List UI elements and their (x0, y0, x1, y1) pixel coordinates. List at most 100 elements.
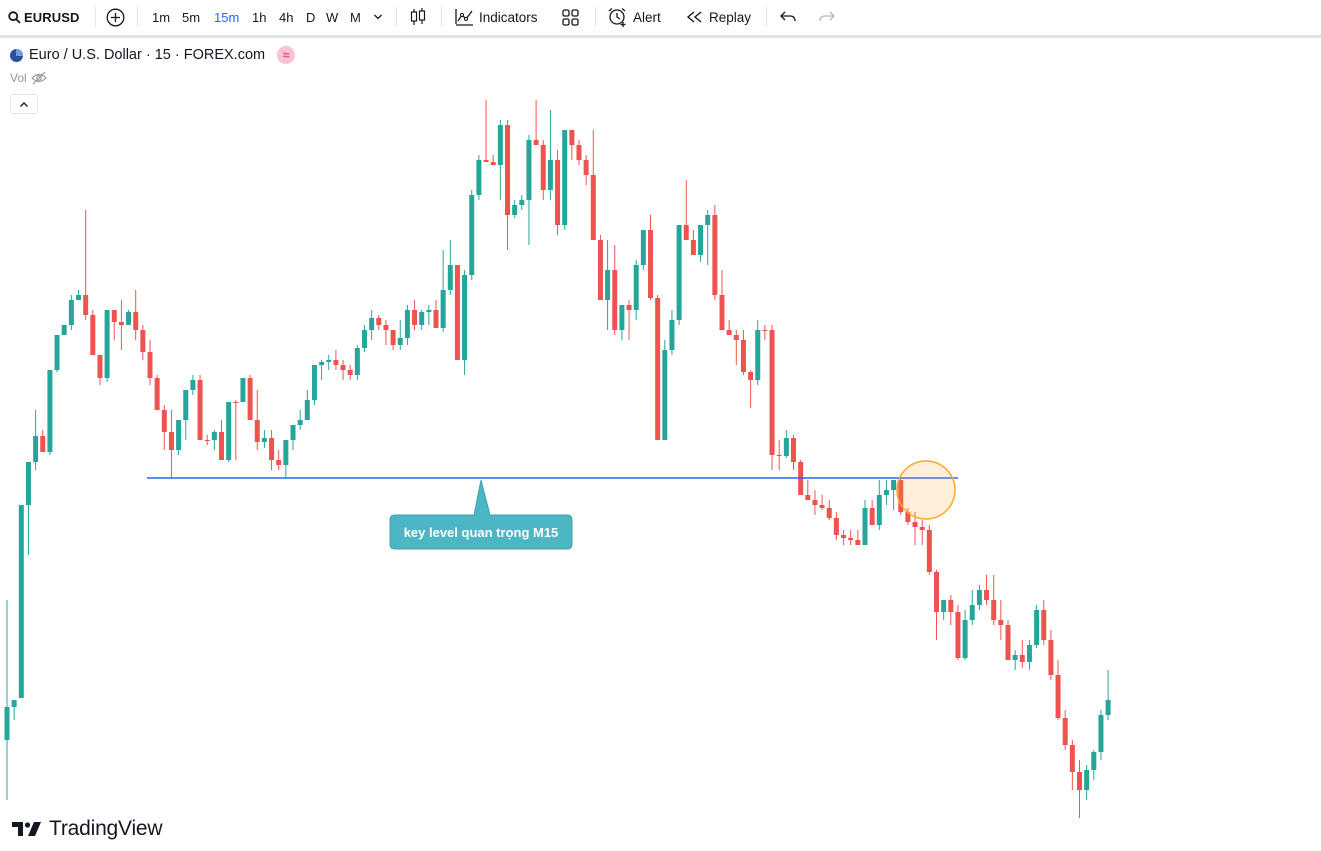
replay-button[interactable]: Replay (686, 0, 751, 34)
collapse-legend-button[interactable] (10, 94, 38, 114)
candle-down (1048, 640, 1054, 675)
candle-up (962, 620, 968, 658)
candle-up (462, 275, 468, 360)
candle-up (1105, 700, 1111, 715)
candle-down (254, 420, 260, 442)
interval-m[interactable]: M (350, 9, 361, 25)
grid-layout-icon (562, 8, 579, 26)
indicators-icon (455, 9, 473, 26)
redo-icon (819, 11, 835, 22)
candle-down (819, 505, 825, 508)
candle-up (876, 495, 882, 525)
tradingview-logo-icon (12, 822, 41, 836)
candle-down (533, 140, 539, 145)
candle-down (390, 330, 396, 345)
candle-down (233, 402, 239, 403)
breakout-highlight-circle[interactable] (896, 460, 956, 520)
interval-dropdown[interactable] (373, 0, 383, 34)
vol-label[interactable]: Vol (10, 71, 27, 85)
candle-down (726, 330, 732, 335)
candle-down (197, 380, 203, 440)
tradingview-wordmark: TradingView (49, 817, 163, 840)
tradingview-logo[interactable]: TradingView (12, 817, 163, 841)
candle-down (576, 145, 582, 160)
candle-down (926, 530, 932, 572)
rewind-icon (686, 11, 702, 23)
volume-indicator-row: Vol (10, 71, 47, 85)
indicators-button[interactable]: Indicators (455, 0, 538, 34)
callout-text: key level quan trọng M15 (404, 525, 559, 540)
interval-w[interactable]: W (326, 9, 339, 25)
candle-up (211, 432, 217, 440)
interval-15m[interactable]: 15m (214, 9, 240, 25)
eye-hidden-icon[interactable] (30, 71, 47, 85)
candle-down (219, 432, 224, 460)
candle-up (54, 335, 60, 370)
key-level-callout[interactable]: key level quan trọng M15 (389, 479, 573, 550)
candle-up (783, 438, 789, 456)
toolbar-divider (595, 7, 596, 27)
candle-up (526, 140, 532, 200)
candle-down (769, 330, 775, 455)
candle-down (140, 330, 146, 352)
interval-4h[interactable]: 4h (279, 9, 294, 25)
candle-up (862, 508, 868, 545)
candle-down (1005, 625, 1011, 660)
candle-up (104, 310, 110, 378)
candle-down (648, 230, 653, 298)
top-toolbar: EURUSD 1m 5m 15m 1h 4h D W M (0, 0, 1321, 34)
compare-add-button[interactable] (106, 0, 125, 34)
candle-up (941, 600, 947, 612)
legend-title[interactable]: Euro / U.S. Dollar · 15 · FOREX.com (29, 47, 266, 63)
candle-down (991, 600, 997, 620)
candle-down (1041, 610, 1047, 640)
candle-down (1062, 718, 1068, 745)
candle-up (304, 400, 310, 420)
candle-down (569, 130, 575, 145)
candle-down (118, 322, 124, 325)
candle-down (540, 145, 546, 190)
candle-down (1019, 655, 1025, 662)
chart-type-button[interactable] (409, 0, 427, 34)
candle-up (397, 338, 403, 345)
candle-up (1034, 610, 1040, 645)
undo-button[interactable] (780, 0, 797, 34)
alarm-clock-icon (608, 8, 626, 27)
toolbar-divider (137, 7, 138, 27)
redo-button[interactable] (818, 0, 835, 34)
candle-up (440, 290, 446, 328)
candle-down (762, 330, 768, 331)
alert-button[interactable]: Alert (607, 0, 661, 34)
candle-down (612, 270, 618, 330)
layouts-button[interactable] (562, 0, 579, 34)
candle-down (597, 240, 603, 300)
candle-down (912, 522, 918, 527)
toolbar-divider (95, 7, 96, 27)
candle-up (676, 225, 682, 320)
price-chart[interactable]: key level quan trọng M15 (0, 38, 1321, 851)
interval-5m[interactable]: 5m (182, 9, 201, 25)
candle-up (605, 270, 611, 300)
candle-down (833, 518, 839, 535)
candle-up (755, 330, 761, 380)
candle-down (869, 508, 875, 525)
candle-down (276, 460, 282, 465)
candle-down (984, 590, 990, 600)
candle-down (948, 600, 954, 612)
candle-down (433, 310, 439, 328)
candle-up (47, 370, 53, 452)
symbol-search[interactable]: EURUSD (8, 0, 80, 34)
candle-up (1098, 715, 1104, 752)
interval-d[interactable]: D (306, 9, 316, 25)
candle-down (133, 312, 139, 330)
candle-up (891, 480, 897, 490)
market-status-icon[interactable]: ≈ (277, 46, 296, 64)
candle-down (1055, 675, 1061, 718)
candle-down (412, 310, 418, 325)
candle-up (619, 305, 625, 330)
candle-down (483, 160, 489, 162)
candle-up (419, 312, 425, 325)
interval-1h[interactable]: 1h (252, 9, 267, 25)
candles-icon (410, 8, 426, 25)
interval-1m[interactable]: 1m (152, 9, 171, 25)
